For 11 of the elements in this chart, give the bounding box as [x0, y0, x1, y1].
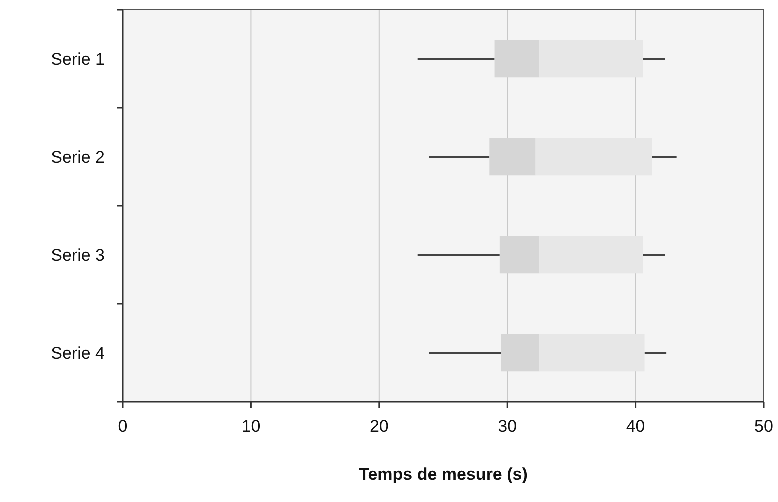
y-tick-label: Serie 3 [51, 246, 105, 265]
x-tick-label: 10 [242, 417, 261, 436]
x-tick-label: 0 [118, 417, 128, 436]
x-tick-label: 30 [498, 417, 518, 436]
x-axis-title: Temps de mesure (s) [359, 465, 528, 484]
x-tick-label: 50 [754, 417, 774, 436]
y-tick-label: Serie 4 [51, 344, 105, 363]
x-tick-label: 40 [626, 417, 646, 436]
y-tick-label: Serie 2 [51, 148, 105, 167]
y-tick-label: Serie 1 [51, 50, 105, 69]
x-tick-label: 20 [370, 417, 389, 436]
